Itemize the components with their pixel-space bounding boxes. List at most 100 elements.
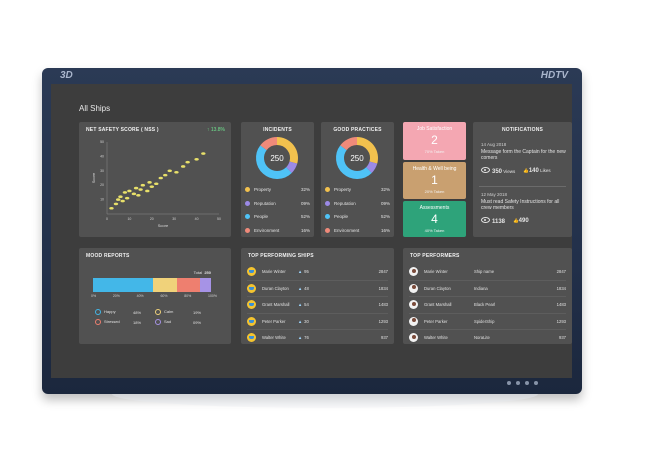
scatter-point (163, 173, 168, 177)
legend-row: Property 32% (245, 183, 310, 197)
ship-icon (247, 333, 256, 343)
trend-icon: ▲ (298, 335, 303, 341)
notification-message: Must read Safety Instructions for all cr… (481, 199, 560, 211)
eye-icon (481, 167, 490, 173)
scatter-point (167, 169, 172, 173)
legend-value: 48% (133, 309, 142, 315)
views-count: 350 (492, 169, 503, 175)
divider (479, 186, 566, 187)
mood-title: MOOD REPORTS (86, 253, 130, 259)
notification-item[interactable]: 12 May 2018 Must read Safety Instruction… (481, 192, 566, 225)
likes-label: Likes (540, 168, 551, 173)
x-tick-label: 10 (127, 217, 131, 221)
card-subtext: 20% Taken (424, 189, 445, 194)
list-item[interactable]: Walter White NoraLite 937 (409, 330, 566, 346)
ship-value: 2847 (378, 269, 388, 275)
performer-value: 1834 (556, 285, 566, 291)
good-practices-legend: Property 32% Reputation 09% People 52% Envi… (325, 183, 390, 237)
indicator-light (525, 381, 529, 385)
top-ships-title: TOP PERFORMING SHIPS (248, 253, 314, 259)
performer-name: Grant Marshall (424, 302, 452, 308)
card-title: Health & Well being (412, 166, 457, 172)
indicator-light (516, 381, 520, 385)
health-wellbeing-card[interactable]: Health & Well being 1 20% Taken (403, 162, 466, 199)
performer-ship: Ship name (474, 269, 495, 275)
assessments-card[interactable]: Assessments 4 40% Taken (403, 201, 466, 237)
legend-dot (325, 227, 330, 233)
performer-name: Marie Winter (424, 269, 448, 275)
page-title: All Ships (79, 104, 111, 113)
scatter-point (201, 152, 206, 155)
axis-tick: 40% (136, 294, 144, 298)
scatter-point (122, 191, 128, 194)
ship-name: Walter White (262, 335, 286, 341)
indicator-light (507, 381, 511, 385)
incidents-donut: 250 (256, 137, 298, 179)
views-stat: 1138 (481, 217, 505, 225)
ship-name: Duran Clayton (262, 285, 289, 291)
scatter-point (147, 181, 152, 184)
legend-label: Reputation (334, 200, 356, 206)
list-item[interactable]: Grant Marshall ▲ 54 1483 (247, 297, 388, 314)
scatter-point (154, 182, 159, 186)
legend-row: People 52% (245, 210, 310, 224)
mood-segment (93, 278, 154, 292)
legend-value: 16% (380, 227, 390, 233)
tv-stand-reflection (112, 394, 538, 408)
scatter-point (120, 199, 125, 203)
scatter-point (118, 195, 123, 199)
mood-axis: 0% 20% 40% 60% 80% 100% (91, 294, 217, 298)
ship-value: 1483 (378, 302, 388, 308)
legend-dot (245, 187, 250, 193)
job-satisfaction-card[interactable]: Job Satisfaction 2 70% Taken (403, 122, 466, 160)
y-tick-label: 30 (100, 169, 104, 173)
performer-value: 1293 (556, 318, 566, 324)
mood-stacked-bar (93, 278, 211, 292)
trend-icon: ▲ (298, 302, 303, 308)
legend-ring (95, 309, 101, 315)
score-value: 54 (304, 302, 309, 308)
list-item[interactable]: Marie Winter Ship name 2847 (409, 264, 566, 281)
top-performers-list: Marie Winter Ship name 2847 Duran Clayton I… (409, 264, 566, 346)
donut-slice (356, 137, 378, 164)
incidents-legend: Property 32% Reputation 09% People 52% Envi… (245, 183, 310, 237)
ship-name: Grant Marshall (262, 302, 290, 308)
list-item[interactable]: Peter Parker ▲ 30 1293 (247, 314, 388, 330)
notifications-title: NOTIFICATIONS (501, 127, 544, 133)
donut-slice (276, 137, 298, 164)
legend-label: Happy (95, 309, 133, 315)
mood-total-label: Total (193, 270, 203, 275)
ship-score: ▲ 76 (298, 335, 372, 340)
performer-ship: Black Pearl (474, 302, 496, 308)
scatter-point (194, 157, 199, 161)
x-tick-label: 20 (150, 217, 154, 221)
thumbs-up-icon: 👍 (513, 218, 519, 223)
nss-panel: NET SAFETY SCORE ( NSS ) ↑ 13.8% 0 10 20 30… (79, 122, 231, 237)
y-tick-label: 20 (100, 183, 104, 187)
legend-row: People 52% (325, 210, 390, 224)
list-item[interactable]: Grant Marshall Black Pearl 1483 (409, 297, 566, 314)
good-practices-title: GOOD PRACTICES (333, 127, 382, 133)
list-item[interactable]: Peter Parker SpiderShip 1293 (409, 314, 566, 330)
legend-text: Sad (164, 319, 172, 325)
scatter-point (131, 192, 137, 196)
list-item[interactable]: Walter White ▲ 76 937 (247, 330, 388, 346)
score-value: 30 (304, 318, 309, 324)
donut-slice (336, 145, 372, 179)
list-item[interactable]: Duran Clayton Indiana 1834 (409, 281, 566, 297)
card-title: Assessments (419, 205, 450, 211)
notification-item[interactable]: 14 Aug 2018 Message form the Captain for… (481, 142, 566, 175)
scatter-point (124, 196, 130, 200)
list-item[interactable]: Duran Clayton ▲ 48 1834 (247, 281, 388, 297)
x-tick-label: 40 (195, 217, 199, 221)
legend-label: Calm (155, 309, 193, 315)
x-tick-label: 50 (217, 217, 221, 221)
legend-value: 18% (133, 319, 142, 325)
nss-delta: ↑ 13.8% (207, 127, 225, 133)
legend-value: 32% (300, 187, 310, 193)
legend-label: Sad (155, 319, 193, 325)
tv-frame: 3D HDTV All Ships NET SAFETY SCORE ( NSS… (42, 68, 582, 394)
scatter-point (140, 183, 146, 187)
legend-label: Property (334, 187, 352, 193)
list-item[interactable]: Marie Winter ▲ 95 2847 (247, 264, 388, 281)
